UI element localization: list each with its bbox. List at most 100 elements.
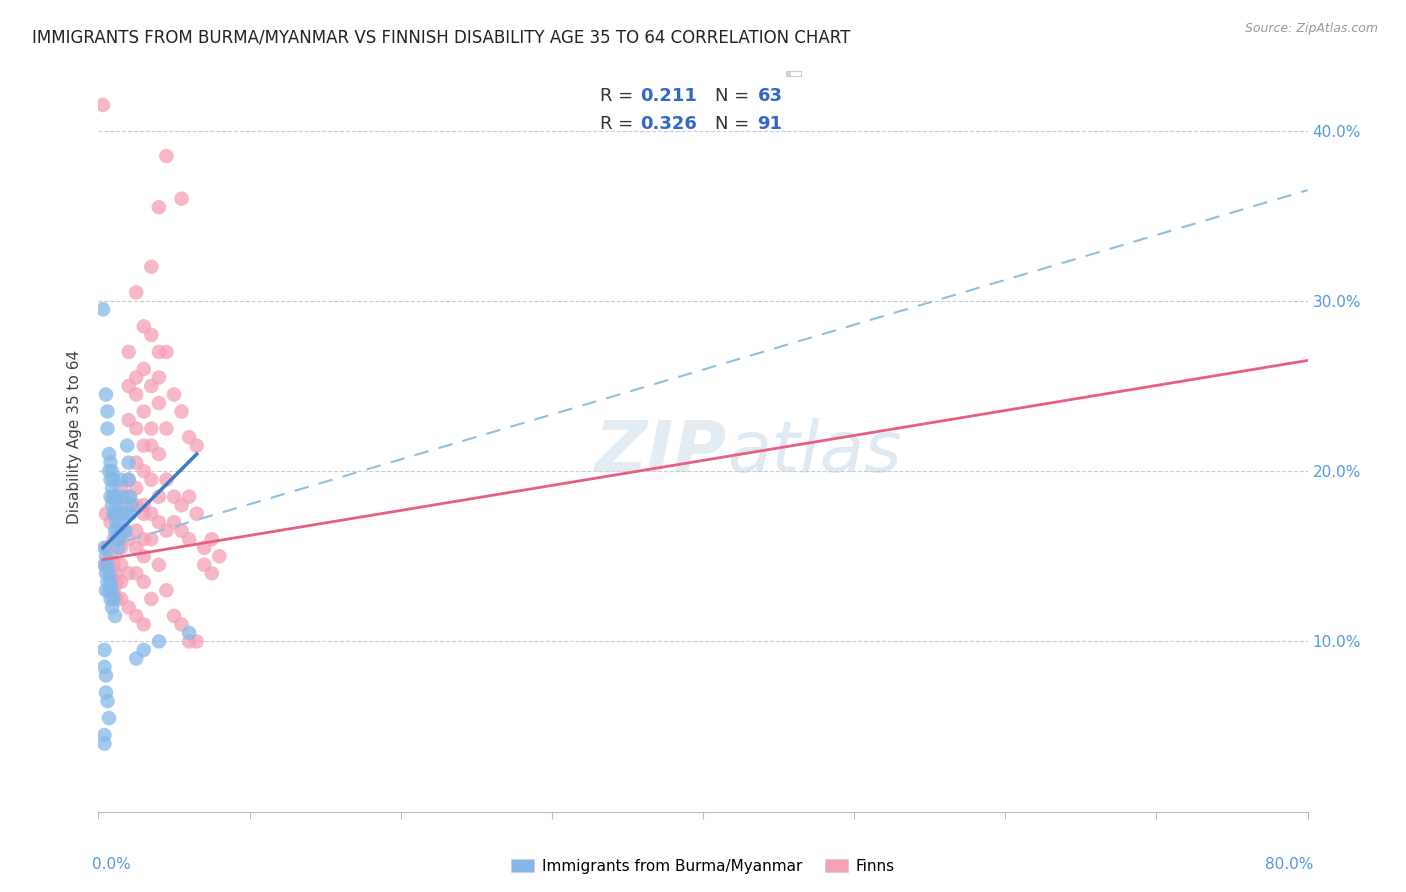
- Point: [193, 558, 215, 572]
- Point: [100, 456, 122, 470]
- Point: [201, 566, 224, 581]
- Point: [94, 507, 117, 521]
- Point: [186, 507, 208, 521]
- Point: [141, 507, 163, 521]
- Point: [110, 524, 132, 538]
- Point: [108, 515, 131, 529]
- Point: [107, 507, 129, 521]
- Point: [110, 481, 132, 495]
- Point: [118, 600, 141, 615]
- Point: [96, 694, 118, 708]
- Point: [125, 370, 148, 384]
- Point: [125, 456, 148, 470]
- Point: [125, 387, 148, 401]
- Point: [118, 473, 141, 487]
- Point: [93, 541, 115, 555]
- Point: [96, 574, 118, 589]
- Text: N =: N =: [716, 115, 755, 133]
- Point: [104, 608, 127, 623]
- Point: [118, 456, 141, 470]
- Point: [201, 533, 224, 547]
- Point: [100, 490, 122, 504]
- Point: [111, 507, 134, 521]
- Point: [94, 685, 117, 699]
- Point: [98, 566, 121, 581]
- Point: [132, 498, 155, 512]
- Point: [105, 515, 128, 529]
- Point: [105, 566, 128, 581]
- Text: 0.0%: 0.0%: [93, 856, 131, 871]
- Point: [121, 498, 143, 512]
- Point: [94, 558, 117, 572]
- Point: [91, 98, 114, 112]
- Point: [132, 439, 155, 453]
- Point: [104, 490, 127, 504]
- Point: [179, 490, 201, 504]
- Point: [100, 473, 122, 487]
- Point: [103, 473, 125, 487]
- Point: [170, 617, 193, 632]
- Point: [163, 608, 186, 623]
- Point: [118, 533, 141, 547]
- Point: [179, 634, 201, 648]
- Point: [114, 524, 136, 538]
- Point: [103, 533, 125, 547]
- Point: [104, 524, 127, 538]
- Point: [103, 490, 125, 504]
- Text: 91: 91: [758, 115, 782, 133]
- Point: [98, 447, 121, 461]
- Point: [120, 507, 142, 521]
- Point: [155, 345, 177, 359]
- Point: [132, 574, 155, 589]
- Point: [107, 541, 129, 555]
- Point: [120, 490, 142, 504]
- Point: [110, 591, 132, 606]
- Point: [94, 541, 117, 555]
- Point: [170, 404, 193, 418]
- Point: [141, 421, 163, 435]
- Point: [111, 490, 134, 504]
- Point: [170, 524, 193, 538]
- Point: [103, 591, 125, 606]
- Point: [115, 439, 138, 453]
- Point: [132, 319, 155, 334]
- Point: [179, 533, 201, 547]
- Point: [105, 574, 128, 589]
- Point: [148, 634, 170, 648]
- Point: [93, 660, 115, 674]
- Point: [100, 591, 122, 606]
- Point: [132, 362, 155, 376]
- Legend: Immigrants from Burma/Myanmar, Finns: Immigrants from Burma/Myanmar, Finns: [505, 853, 901, 880]
- Text: 63: 63: [758, 87, 782, 105]
- Point: [96, 421, 118, 435]
- Point: [101, 464, 124, 478]
- Point: [155, 421, 177, 435]
- Point: [94, 668, 117, 682]
- Text: ZIP: ZIP: [595, 417, 727, 486]
- Point: [100, 566, 122, 581]
- Point: [125, 285, 148, 300]
- Point: [141, 439, 163, 453]
- Point: [94, 566, 117, 581]
- Text: Source: ZipAtlas.com: Source: ZipAtlas.com: [1244, 22, 1378, 36]
- Point: [141, 379, 163, 393]
- Point: [125, 566, 148, 581]
- Point: [148, 490, 170, 504]
- Point: [94, 387, 117, 401]
- Point: [94, 583, 117, 598]
- Point: [148, 396, 170, 410]
- Point: [100, 515, 122, 529]
- Point: [105, 498, 128, 512]
- Point: [93, 643, 115, 657]
- Point: [93, 728, 115, 742]
- Point: [186, 439, 208, 453]
- Point: [141, 260, 163, 274]
- Point: [193, 541, 215, 555]
- Point: [163, 515, 186, 529]
- Point: [98, 711, 121, 725]
- Point: [148, 345, 170, 359]
- Legend: placeholder1, placeholder2: placeholder1, placeholder2: [786, 70, 801, 77]
- Point: [155, 524, 177, 538]
- Point: [132, 617, 155, 632]
- Text: 0.211: 0.211: [640, 87, 697, 105]
